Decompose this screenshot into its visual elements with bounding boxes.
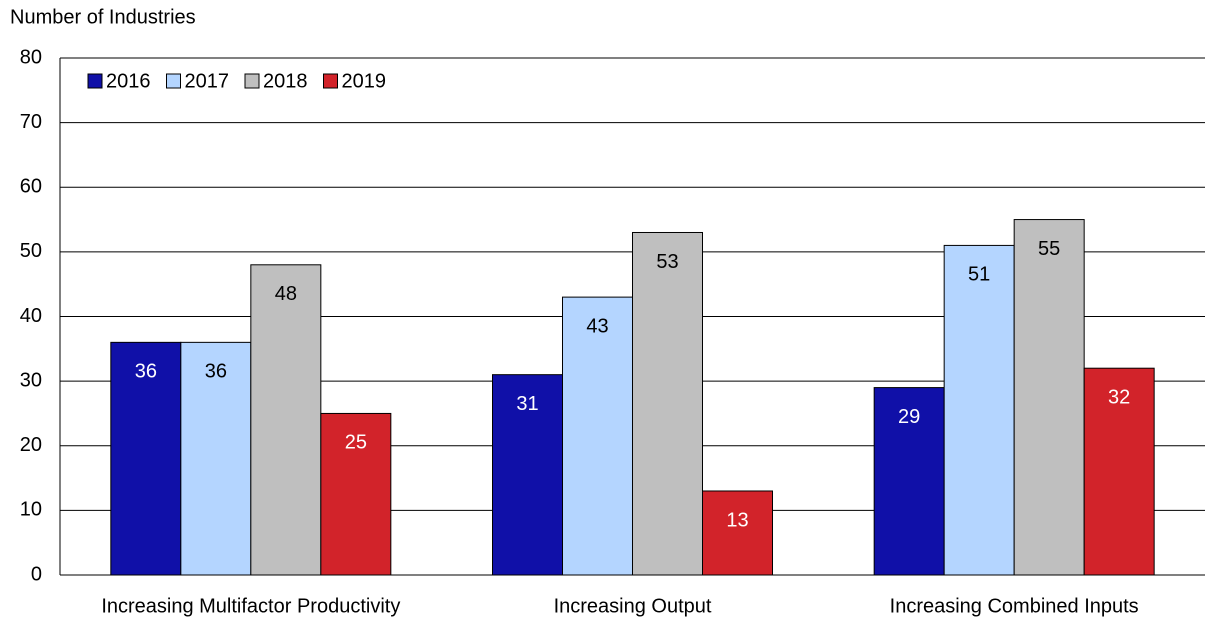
y-tick-label: 80: [20, 46, 42, 68]
legend-swatch: [244, 73, 260, 89]
bar: [1013, 219, 1085, 576]
data-label: 51: [968, 264, 990, 286]
legend-swatch: [87, 73, 103, 89]
y-tick-label: 0: [31, 563, 42, 585]
y-tick-label: 10: [20, 499, 42, 521]
data-label: 53: [656, 251, 678, 273]
bar: [180, 341, 252, 576]
x-tick-label: Increasing Multifactor Productivity: [101, 595, 400, 617]
x-tick-label: Increasing Combined Inputs: [890, 595, 1139, 617]
y-axis-label: Number of Industries: [10, 6, 196, 28]
data-label: 48: [275, 283, 297, 305]
y-tick-label: 70: [20, 111, 42, 133]
y-tick-label: 30: [20, 369, 42, 391]
data-label: 36: [205, 361, 227, 383]
data-label: 32: [1108, 386, 1130, 408]
data-label: 25: [345, 432, 367, 454]
data-label: 43: [586, 315, 608, 337]
bar: [250, 264, 322, 576]
data-label: 13: [726, 509, 748, 531]
legend-label: 2018: [263, 70, 308, 92]
data-label: 31: [516, 393, 538, 415]
bar: [873, 387, 945, 576]
y-tick-label: 60: [20, 176, 42, 198]
data-label: 29: [898, 406, 920, 428]
y-tick-label: 50: [20, 240, 42, 262]
bar: [702, 490, 773, 576]
x-tick-label: Increasing Output: [554, 595, 712, 617]
bar: [1083, 367, 1155, 576]
bar: [632, 231, 703, 576]
y-tick-label: 20: [20, 434, 42, 456]
y-tick-label: 40: [20, 305, 42, 327]
bar: [492, 374, 563, 576]
data-label: 55: [1038, 238, 1060, 260]
legend-swatch: [323, 73, 338, 89]
legend-swatch: [166, 73, 181, 89]
bar: [943, 244, 1015, 576]
legend-label: 2016: [106, 70, 151, 92]
legend-label: 2019: [342, 70, 387, 92]
data-label: 36: [135, 361, 157, 383]
legend-label: 2017: [185, 70, 230, 92]
bar: [562, 296, 633, 576]
